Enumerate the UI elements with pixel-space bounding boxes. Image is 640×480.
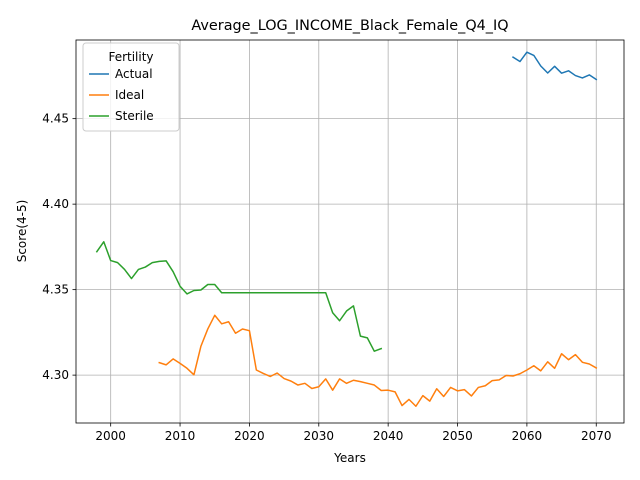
axis-ticks: 2000 2010 2020 2030 2040 2050 2060 2070 4.30 4.35… bbox=[42, 112, 611, 443]
legend: Fertility Actual Ideal Sterile bbox=[82, 42, 180, 132]
legend-label-ideal: Ideal bbox=[115, 88, 144, 102]
plot-frame bbox=[75, 39, 625, 424]
legend-label-actual: Actual bbox=[115, 67, 153, 81]
series-line-sterile bbox=[95, 241, 383, 352]
y-tick-label: 4.40 bbox=[42, 197, 69, 211]
series-line-ideal bbox=[158, 314, 598, 407]
series-line-actual bbox=[511, 51, 598, 81]
y-tick-label: 4.45 bbox=[42, 112, 69, 126]
y-tick-label: 4.30 bbox=[42, 368, 69, 382]
y-axis-label: Score(4-5) bbox=[15, 200, 29, 263]
x-axis-label: Years bbox=[333, 451, 366, 465]
y-tick-label: 4.35 bbox=[42, 283, 69, 297]
x-tick-label: 2060 bbox=[512, 429, 543, 443]
chart-title: Average_LOG_INCOME_Black_Female_Q4_IQ bbox=[191, 18, 508, 34]
grid bbox=[76, 40, 624, 423]
series-lines bbox=[95, 51, 598, 407]
x-tick-label: 2000 bbox=[95, 429, 126, 443]
legend-box bbox=[82, 42, 180, 132]
legend-title: Fertility bbox=[108, 50, 153, 64]
legend-label-sterile: Sterile bbox=[115, 109, 154, 123]
x-tick-label: 2030 bbox=[304, 429, 335, 443]
x-tick-label: 2010 bbox=[165, 429, 196, 443]
x-tick-label: 2040 bbox=[373, 429, 404, 443]
x-tick-label: 2070 bbox=[581, 429, 612, 443]
legend-items: Actual Ideal Sterile bbox=[89, 67, 154, 123]
x-tick-label: 2020 bbox=[234, 429, 265, 443]
x-tick-label: 2050 bbox=[442, 429, 473, 443]
